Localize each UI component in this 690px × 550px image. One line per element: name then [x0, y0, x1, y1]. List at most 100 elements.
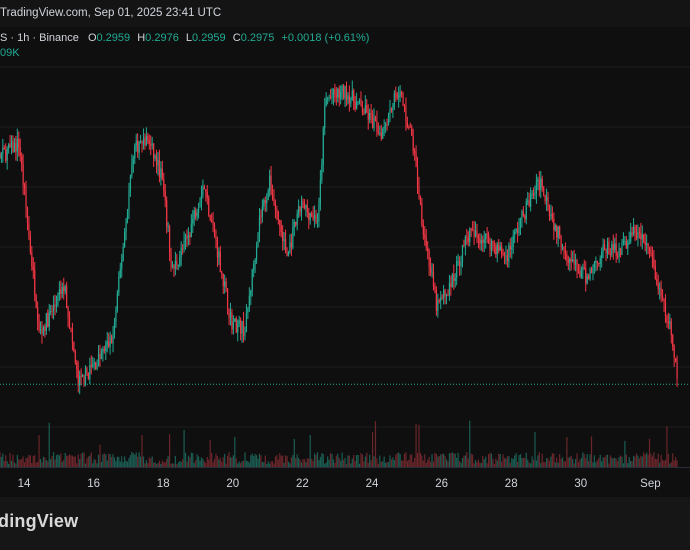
volume-bar: [118, 456, 120, 467]
candle-body: [572, 259, 574, 262]
volume-bar: [187, 455, 190, 467]
candle-body: [10, 141, 13, 148]
volume-bar: [603, 457, 606, 467]
candle-body: [266, 200, 268, 204]
candle-body: [550, 214, 552, 217]
chart-plot-area[interactable]: [0, 27, 690, 467]
candle-body: [622, 241, 625, 243]
candle-body: [269, 175, 271, 191]
candle-body: [296, 213, 298, 225]
volume-bar: [466, 452, 468, 467]
volume-bar: [21, 458, 23, 467]
candle-body: [340, 91, 342, 99]
candle-body: [173, 265, 175, 269]
volume-bar: [196, 454, 198, 467]
candle-body: [145, 135, 147, 146]
candle-body: [299, 206, 301, 212]
candle-body: [234, 318, 236, 322]
candle-body: [205, 189, 207, 192]
candle-body: [209, 215, 211, 220]
candle-body: [109, 336, 111, 347]
volume-bar: [421, 455, 423, 467]
candle-body: [643, 234, 645, 243]
candle-body: [61, 286, 63, 294]
candle-body: [163, 179, 165, 191]
volume-bar: [353, 454, 355, 467]
volume-bar: [530, 463, 532, 467]
volume-bar: [183, 429, 185, 467]
candle-body: [316, 221, 319, 223]
candle-body: [15, 143, 17, 152]
volume-bar: [45, 460, 47, 467]
volume-bar: [657, 453, 659, 467]
candle-body: [147, 135, 149, 141]
candle-body: [608, 241, 610, 255]
candle-body: [83, 375, 85, 385]
candle-body: [2, 147, 4, 154]
volume-bar: [553, 453, 555, 467]
candle-body: [351, 90, 353, 99]
candle-body: [219, 251, 221, 273]
volume-bar: [486, 463, 488, 467]
volume-bar: [54, 459, 56, 467]
volume-bar: [650, 453, 652, 467]
candle-body: [538, 179, 540, 190]
volume-bar: [412, 462, 414, 467]
candle-body: [412, 135, 414, 152]
candle-body: [224, 281, 226, 287]
candle-body: [315, 214, 317, 223]
candle-body: [450, 283, 452, 287]
volume-bar: [3, 461, 5, 467]
x-tick-label: 28: [505, 478, 518, 490]
volume-bar: [38, 435, 40, 467]
volume-bar: [647, 455, 649, 467]
volume-bar: [559, 454, 561, 467]
candle-body: [441, 297, 443, 299]
volume-bar: [425, 462, 427, 467]
candle-body: [248, 295, 250, 309]
volume-bar: [147, 463, 149, 467]
volume-bar: [386, 461, 388, 467]
candle-body: [515, 228, 517, 232]
candle-body: [524, 215, 526, 219]
volume-bar: [376, 458, 378, 467]
volume-bar: [151, 456, 153, 467]
volume-bar: [186, 461, 188, 467]
volume-bar: [619, 455, 622, 467]
volume-bar: [489, 452, 491, 467]
candle-body: [81, 375, 84, 377]
volume-bar: [395, 454, 397, 467]
candle-body: [419, 196, 422, 203]
candle-body: [386, 124, 388, 126]
candle-body: [168, 226, 171, 253]
open-value: 0.2959: [96, 32, 131, 44]
candle-body: [332, 89, 335, 98]
time-axis[interactable]: 14 16 18 20 22 24 26 28 30 Sep: [0, 467, 690, 498]
candlestick-chart[interactable]: [0, 27, 690, 467]
volume-bar: [548, 461, 551, 467]
candle-body: [535, 181, 538, 195]
candle-body: [113, 322, 116, 335]
volume-bar: [142, 456, 145, 467]
volume-bar: [551, 453, 553, 467]
volume-bar: [666, 426, 668, 467]
volume-bar: [145, 460, 147, 467]
candle-body: [495, 246, 497, 255]
open-label: O: [87, 32, 97, 44]
candle-body: [564, 250, 567, 254]
candle-body: [90, 365, 92, 367]
volume-bar: [168, 434, 171, 467]
candle-body: [544, 195, 546, 201]
candle-body: [350, 98, 352, 104]
candle-body: [276, 209, 278, 212]
candle-body: [424, 234, 426, 238]
candle-body: [319, 179, 321, 205]
candle-body: [444, 289, 446, 296]
volume-bar: [450, 453, 452, 467]
volume-bar: [215, 453, 217, 467]
candle-body: [70, 328, 72, 330]
volume-bar: [495, 458, 497, 467]
volume-bar: [144, 463, 146, 467]
volume-bar: [408, 459, 410, 467]
candle-body: [593, 262, 596, 268]
